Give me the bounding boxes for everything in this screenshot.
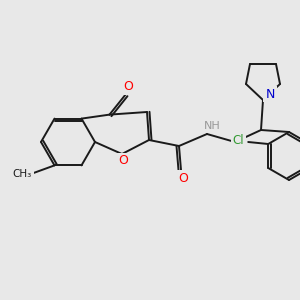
Text: N: N [265, 88, 275, 100]
Text: Cl: Cl [232, 134, 244, 146]
Text: O: O [118, 154, 128, 167]
Text: CH₃: CH₃ [13, 169, 32, 179]
Text: NH: NH [204, 121, 220, 131]
Text: O: O [124, 80, 134, 93]
Text: O: O [178, 172, 188, 184]
